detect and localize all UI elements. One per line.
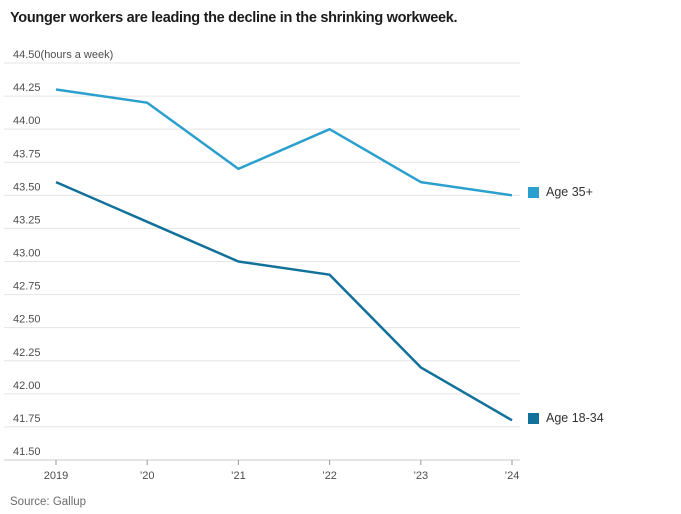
legend-label-age-35plus: Age 35+ bbox=[546, 185, 593, 199]
x-axis-label: ’22 bbox=[322, 470, 337, 482]
y-axis-label: 43.75 bbox=[13, 148, 41, 160]
line-age-18-34 bbox=[55, 180, 513, 422]
y-axis-label: 42.25 bbox=[13, 347, 41, 359]
source-attribution: Source: Gallup bbox=[10, 496, 87, 508]
y-axis-label: 44.00 bbox=[13, 115, 41, 127]
legend-label-age-18-34: Age 18-34 bbox=[546, 411, 604, 425]
chart-title: Younger workers are leading the decline … bbox=[10, 10, 458, 26]
y-axis-label: 43.25 bbox=[13, 214, 41, 226]
y-axis-label: 41.50 bbox=[13, 446, 41, 458]
legend-item-age-18-34: Age 18-34 bbox=[528, 411, 604, 425]
legend-item-age-35plus: Age 35+ bbox=[528, 185, 593, 199]
y-axis-label: 44.25 bbox=[13, 82, 41, 94]
x-axis-label: 2019 bbox=[44, 470, 68, 482]
x-axis-label: ’23 bbox=[413, 470, 428, 482]
legend-swatch-age-35plus-icon bbox=[528, 186, 539, 198]
y-axis-label: 43.50 bbox=[13, 181, 41, 193]
y-axis-label: 42.75 bbox=[13, 281, 41, 293]
x-axis-label: ’21 bbox=[231, 470, 246, 482]
line-age-35- bbox=[55, 88, 513, 197]
y-axis-label: 42.00 bbox=[13, 380, 41, 392]
y-axis-label: 41.75 bbox=[13, 413, 41, 425]
x-axis-label: ’20 bbox=[140, 470, 155, 482]
x-axis-label: ’24 bbox=[505, 470, 520, 482]
y-axis-label: 43.00 bbox=[13, 248, 41, 260]
legend-swatch-age-18-34-icon bbox=[528, 412, 539, 424]
y-axis-label: 42.50 bbox=[13, 314, 41, 326]
y-axis-label: 44.50(hours a week) bbox=[13, 49, 113, 61]
